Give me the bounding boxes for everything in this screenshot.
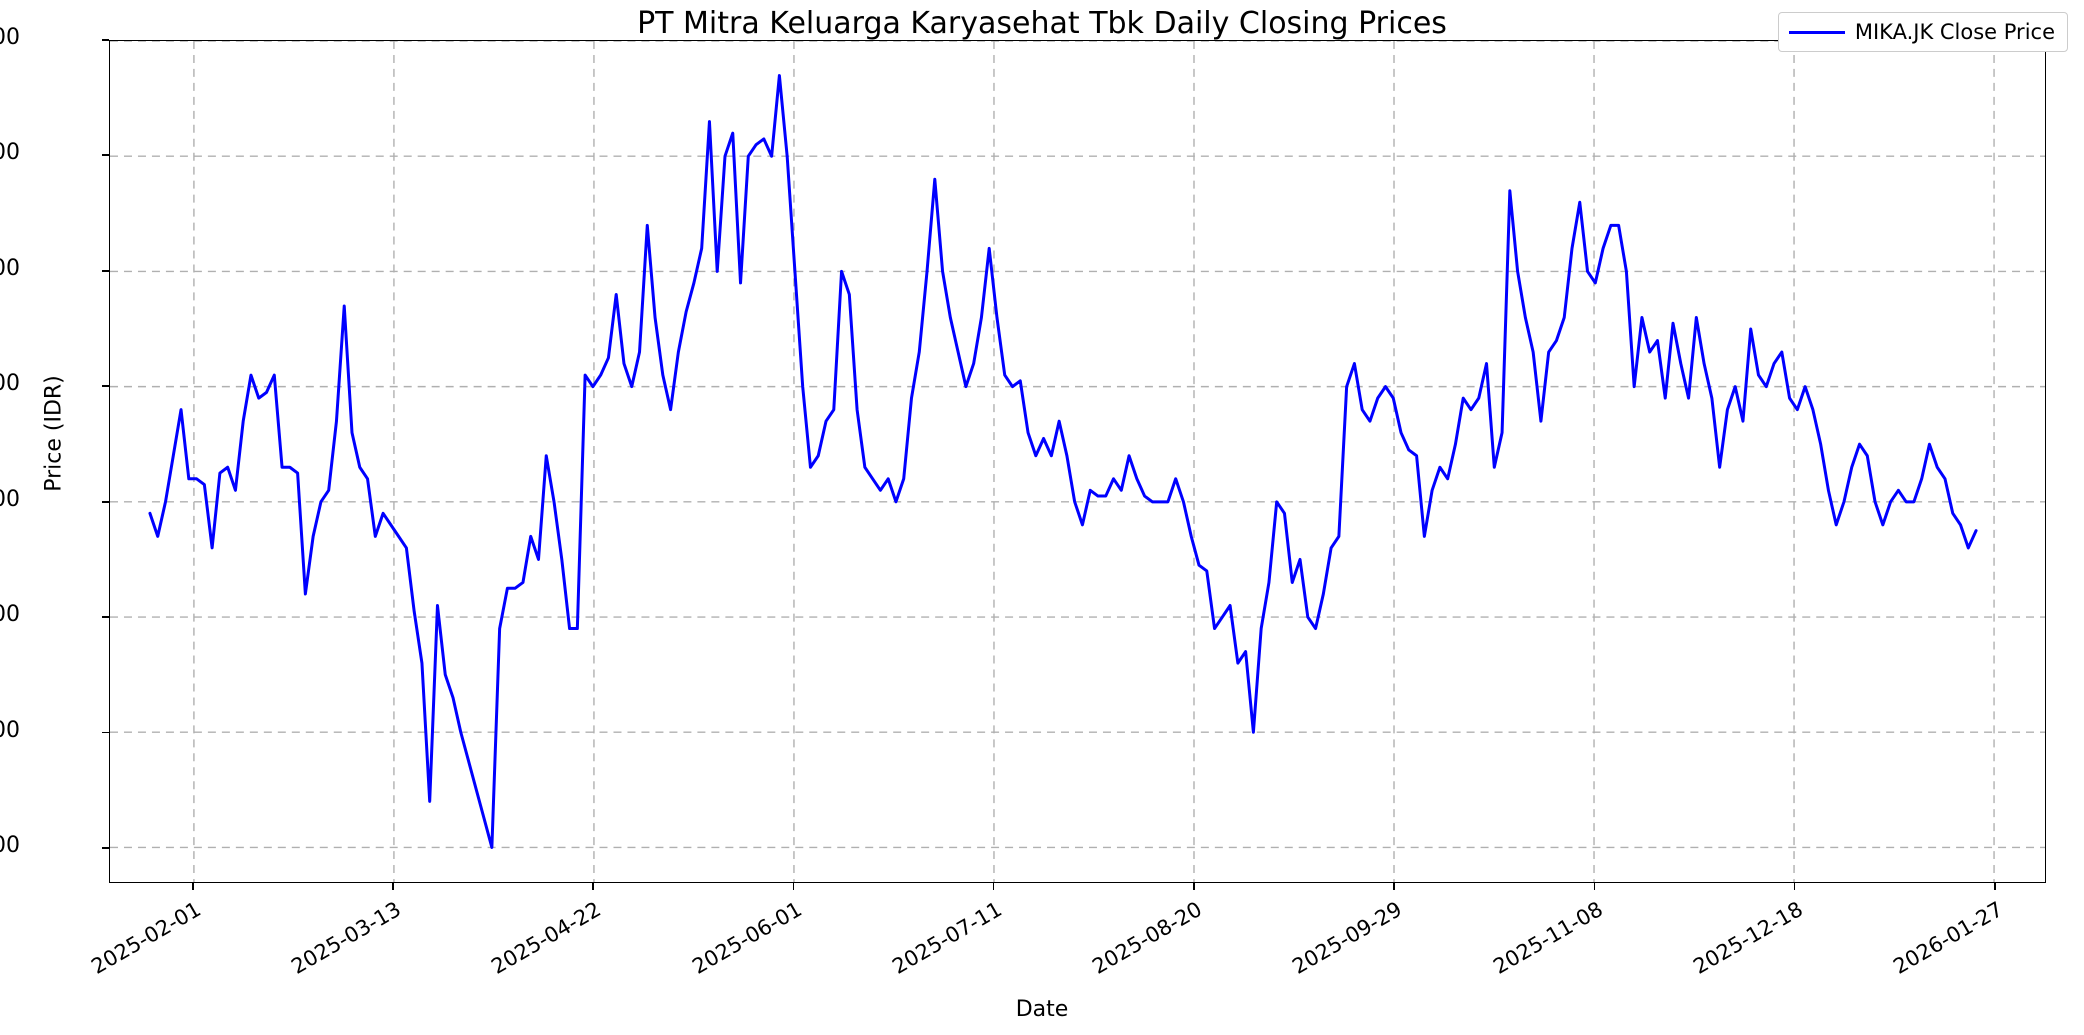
x-tick-label: 2025-12-18 <box>1689 897 1807 979</box>
plot-area <box>109 40 2046 883</box>
x-tick-label: 2025-04-22 <box>487 897 606 979</box>
x-tick-mark <box>1393 883 1395 890</box>
y-tick-mark <box>102 39 109 41</box>
x-tick-label: 2026-01-27 <box>1889 897 2007 979</box>
x-tick-label: 2025-02-01 <box>87 897 205 979</box>
y-tick-label: 2300 <box>0 602 20 628</box>
y-tick-mark <box>102 269 109 272</box>
y-tick-mark <box>102 500 109 503</box>
x-tick-label: 2025-03-13 <box>287 897 406 979</box>
legend-line-swatch <box>1788 30 1845 34</box>
price-line-series <box>148 74 1978 849</box>
grid-lines <box>110 41 2045 882</box>
x-tick-mark <box>1193 883 1195 890</box>
y-tick-mark <box>102 847 109 849</box>
y-tick-label: 2100 <box>0 833 20 859</box>
legend[interactable]: MIKA.JK Close Price <box>1777 12 2068 52</box>
y-tick-label: 2700 <box>0 140 20 166</box>
legend-item-label: MIKA.JK Close Price <box>1854 20 2055 44</box>
y-tick-mark <box>102 616 109 618</box>
x-tick-mark <box>192 883 194 890</box>
x-tick-mark <box>392 883 394 890</box>
y-tick-mark <box>102 154 109 157</box>
page-title: PT Mitra Keluarga Karyasehat Tbk Daily C… <box>637 6 1447 41</box>
x-axis-label: Date <box>1015 997 1069 1022</box>
x-tick-label: 2025-07-11 <box>888 897 1006 979</box>
x-tick-mark <box>1793 883 1796 890</box>
x-tick-mark <box>1994 883 1996 890</box>
x-tick-label: 2025-08-20 <box>1088 897 1207 979</box>
y-tick-label: 2500 <box>0 371 20 397</box>
x-tick-mark <box>1593 883 1596 890</box>
y-tick-label: 2200 <box>0 717 20 743</box>
y-tick-label: 2400 <box>0 486 20 512</box>
y-tick-mark <box>102 731 109 734</box>
y-tick-mark <box>102 385 109 388</box>
price-polyline <box>148 74 1978 849</box>
x-tick-mark <box>792 883 795 890</box>
x-tick-label: 2025-09-29 <box>1288 897 1407 979</box>
x-tick-label: 2025-06-01 <box>687 897 806 979</box>
y-tick-label: 2600 <box>0 255 20 281</box>
y-tick-label: 2800 <box>0 25 20 50</box>
x-tick-mark <box>592 883 595 890</box>
y-axis-label: Price (IDR) <box>41 375 67 492</box>
x-tick-label: 2025-11-08 <box>1488 897 1607 979</box>
x-tick-mark <box>992 883 995 890</box>
